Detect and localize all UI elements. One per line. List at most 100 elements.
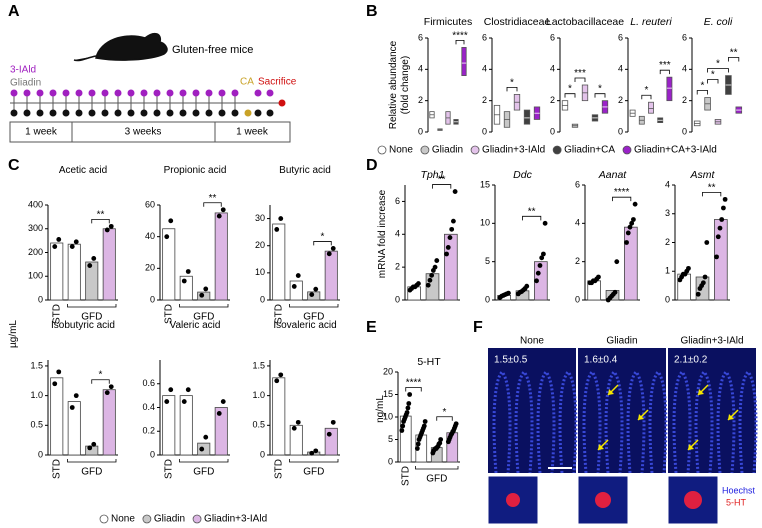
significance-bracket xyxy=(612,196,632,202)
y-tick-label: 2 xyxy=(682,95,687,105)
significance-bracket xyxy=(455,40,465,45)
y-tick-label: 2 xyxy=(575,256,580,266)
data-point xyxy=(704,240,710,245)
data-point xyxy=(203,286,209,292)
y-axis-title: ng/mL xyxy=(375,395,386,423)
chart-title: Asmt xyxy=(690,169,716,181)
data-point xyxy=(405,405,411,411)
significance-bracket xyxy=(659,69,670,75)
data-point xyxy=(295,273,301,278)
dose-dot xyxy=(114,89,122,97)
bar xyxy=(214,212,228,301)
y-tick-label: 0 xyxy=(618,126,623,136)
chart-title: Isovaleric acid xyxy=(273,320,337,331)
data-point xyxy=(416,281,421,286)
chart-title: Ddc xyxy=(513,169,532,181)
mouse-icon xyxy=(73,32,168,62)
y-tick-label: 0 xyxy=(38,449,43,459)
villus xyxy=(514,369,534,474)
dose-dot xyxy=(127,89,135,97)
y-tick-label: 4 xyxy=(482,64,487,74)
data-point xyxy=(400,423,406,429)
group-bracket xyxy=(67,459,117,463)
group-bracket xyxy=(289,459,339,463)
panel-letter: D xyxy=(366,157,378,174)
data-point xyxy=(108,384,114,390)
y-tick-label: 1.5 xyxy=(252,360,265,370)
chart-title: Isobutyric acid xyxy=(51,320,115,331)
data-point xyxy=(717,225,723,231)
y-tick-label: 0 xyxy=(395,294,400,304)
data-point xyxy=(168,218,174,224)
y-tick-label: 0 xyxy=(260,294,265,304)
significance-bracket xyxy=(91,379,110,384)
gliadin-label: Gliadin xyxy=(10,78,41,89)
data-point xyxy=(625,230,631,236)
y-tick-label: 400 xyxy=(28,199,43,209)
group-bracket xyxy=(179,304,229,308)
data-point xyxy=(220,399,226,404)
significance-bracket xyxy=(707,79,719,84)
data-point xyxy=(52,381,58,387)
y-axis-title: mRNA fold increase xyxy=(377,189,388,279)
dose-dot xyxy=(127,109,135,117)
data-point xyxy=(326,251,332,257)
y-tick-label: 6 xyxy=(395,196,400,206)
y-tick-label: 10 xyxy=(255,267,265,277)
chart-title: L. reuteri xyxy=(630,16,672,28)
dose-dot xyxy=(75,109,83,117)
image-title: Gliadin+3-IAld xyxy=(680,336,743,347)
data-point xyxy=(722,196,728,202)
dose-dot xyxy=(36,89,44,97)
significance-label: * xyxy=(321,231,325,242)
y-tick-label: 0 xyxy=(418,126,423,136)
data-point xyxy=(425,282,431,288)
bar xyxy=(272,377,286,456)
dose-dot xyxy=(179,89,187,97)
data-point xyxy=(216,213,222,219)
group-bracket xyxy=(289,304,339,308)
box xyxy=(666,76,673,102)
data-point xyxy=(56,237,62,242)
y-tick-label: 200 xyxy=(28,247,43,257)
data-point xyxy=(73,239,79,245)
data-point xyxy=(404,410,410,415)
image-value: 1.6±0.4 xyxy=(584,355,618,366)
data-point xyxy=(168,387,174,393)
y-tick-label: 0.5 xyxy=(252,420,265,430)
y-tick-label: 4 xyxy=(418,64,423,74)
chart-title: Tph1 xyxy=(421,169,445,181)
villus xyxy=(558,369,578,474)
image-title: None xyxy=(520,336,544,347)
data-point xyxy=(434,258,440,263)
y-tick-label: 0 xyxy=(575,294,580,304)
data-point xyxy=(330,419,336,425)
dose-dot xyxy=(205,109,213,117)
chart-title: 5-HT xyxy=(417,356,441,368)
significance-label: **** xyxy=(614,187,630,198)
y-tick-label: 0.2 xyxy=(142,426,155,436)
data-point xyxy=(185,387,191,393)
chart-title: Lactobacillaceae xyxy=(546,16,624,28)
data-point xyxy=(52,244,58,249)
bar xyxy=(307,291,321,301)
y-tick-label: 0 xyxy=(150,449,155,459)
bar xyxy=(289,424,303,456)
data-point xyxy=(56,369,62,375)
dose-dot xyxy=(23,89,31,97)
bar xyxy=(67,401,81,456)
data-point xyxy=(91,441,97,447)
villus xyxy=(582,369,602,474)
group-label: GFD xyxy=(81,312,102,323)
villus xyxy=(626,369,646,474)
y-tick-label: 20 xyxy=(145,263,155,273)
y-tick-label: 2 xyxy=(482,95,487,105)
data-point xyxy=(596,274,601,280)
significance-label: ** xyxy=(97,209,105,220)
y-tick-label: 0 xyxy=(388,456,393,466)
villus xyxy=(604,369,624,474)
significance-bracket xyxy=(594,93,606,98)
bar xyxy=(444,233,458,301)
y-tick-label: 10 xyxy=(480,218,490,228)
